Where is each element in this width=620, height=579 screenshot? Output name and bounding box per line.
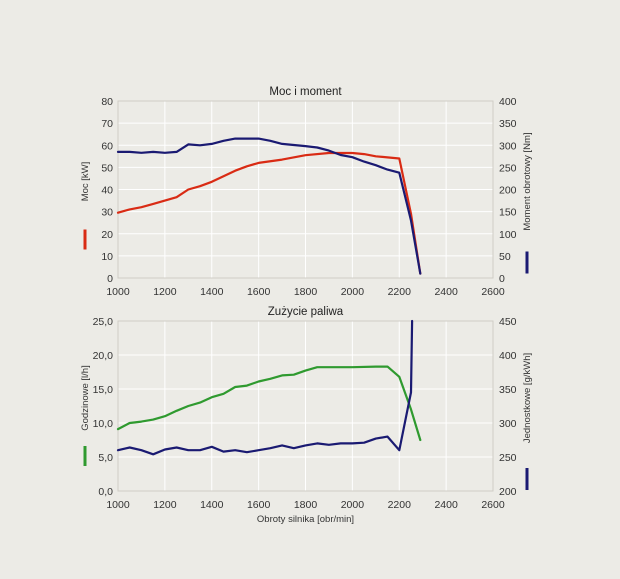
y-right-tick-label: 300 — [499, 140, 517, 152]
y-right-tick-label: 50 — [499, 251, 511, 263]
y-right-tick-label: 250 — [499, 452, 517, 464]
y-right-axis-label: Jednostkowe [g/kWh] — [522, 353, 533, 443]
y-left-tick-label: 80 — [101, 96, 113, 108]
y-right-tick-label: 150 — [499, 207, 517, 219]
x-tick-label: 2400 — [434, 286, 458, 298]
y-left-tick-label: 20,0 — [93, 350, 114, 362]
series-line-navy — [116, 137, 422, 275]
x-tick-label: 1800 — [294, 499, 318, 511]
y-right-tick-label: 400 — [499, 350, 517, 362]
chart-title: Zużycie paliwa — [268, 306, 344, 318]
y-left-tick-label: 70 — [101, 118, 113, 130]
plot-frame — [117, 320, 494, 492]
y-left-axis-label: Godzinowe [l/h] — [80, 365, 91, 430]
chart-panel-2: 1000 1200 1400 1600 1800 2000 2200 2400 2600 0,0 5… — [80, 306, 533, 525]
y-right-tick-label: 100 — [499, 229, 517, 241]
y-left-tick-label: 5,0 — [98, 452, 113, 464]
y-right-tick-label: 250 — [499, 162, 517, 174]
plot-frame — [117, 100, 494, 279]
y-left-tick-label: 10,0 — [93, 418, 114, 430]
x-tick-label: 1000 — [106, 499, 130, 511]
y-right-tick-label: 400 — [499, 96, 517, 108]
y-left-tick-label: 0 — [107, 273, 113, 285]
y-right-tick-label: 0 — [499, 273, 505, 285]
series-line-red — [116, 151, 422, 275]
y-left-tick-label: 10 — [101, 251, 113, 263]
x-tick-label: 1400 — [200, 286, 224, 298]
x-tick-label: 1200 — [153, 499, 177, 511]
y-right-tick-label: 200 — [499, 486, 517, 498]
x-tick-label: 2200 — [388, 286, 412, 298]
y-left-tick-label: 15,0 — [93, 384, 114, 396]
series-line-navy — [116, 319, 414, 456]
x-tick-label: 1200 — [153, 286, 177, 298]
y-left-tick-label: 50 — [101, 162, 113, 174]
x-tick-label: 1400 — [200, 499, 224, 511]
x-tick-label: 2400 — [434, 499, 458, 511]
y-left-tick-label: 20 — [101, 229, 113, 241]
x-tick-label: 1600 — [247, 499, 271, 511]
x-tick-label: 2600 — [481, 499, 505, 511]
y-left-tick-label: 60 — [101, 140, 113, 152]
y-left-axis-label: Moc [kW] — [80, 162, 91, 202]
x-tick-label: 1000 — [106, 286, 130, 298]
x-axis-label: Obroty silnika [obr/min] — [257, 514, 354, 525]
y-left-tick-label: 0,0 — [98, 486, 113, 498]
y-right-tick-label: 350 — [499, 384, 517, 396]
x-tick-label: 2200 — [388, 499, 412, 511]
y-right-tick-label: 300 — [499, 418, 517, 430]
y-left-tick-label: 25,0 — [93, 316, 114, 328]
y-right-axis-label: Moment obrotowy [Nm] — [522, 132, 533, 230]
y-left-tick-label: 40 — [101, 185, 113, 197]
y-right-tick-label: 350 — [499, 118, 517, 130]
x-tick-label: 1800 — [294, 286, 318, 298]
y-right-tick-label: 450 — [499, 316, 517, 328]
x-tick-label: 2600 — [481, 286, 505, 298]
chart-title: Moc i moment — [269, 86, 342, 98]
series-line-green — [116, 365, 422, 442]
x-tick-label: 2000 — [341, 499, 365, 511]
y-right-tick-label: 200 — [499, 185, 517, 197]
chart-panel-1: 1000 1200 1400 1600 1800 2000 2200 2400 26000102… — [80, 86, 533, 298]
x-tick-label: 2000 — [341, 286, 365, 298]
x-tick-label: 1600 — [247, 286, 271, 298]
y-left-tick-label: 30 — [101, 207, 113, 219]
